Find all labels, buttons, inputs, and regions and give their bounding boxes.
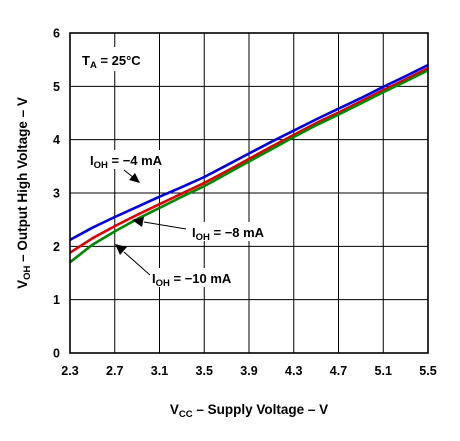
y-tick-label: 2	[53, 240, 60, 254]
condition-label: TA = 25°C	[82, 53, 141, 71]
x-tick-label: 4.7	[330, 364, 347, 378]
series-line-8ma	[69, 67, 429, 254]
x-tick-label: 5.1	[375, 364, 392, 378]
condition-label-rest: = 25°C	[97, 53, 141, 68]
y-tick-labels: 0 1 2 3 4 5 6	[53, 27, 60, 361]
annotation-8ma-sub: OH	[196, 232, 210, 243]
x-tick-label: 2.3	[61, 364, 78, 378]
x-tick-label: 4.3	[285, 364, 302, 378]
annotation-8ma-bg	[188, 222, 272, 241]
y-axis-title-sub: OH	[22, 265, 33, 279]
x-tick-label: 3.5	[196, 364, 213, 378]
series-lines	[69, 63, 429, 264]
y-axis-title-main: V	[15, 280, 30, 289]
y-axis-title-rest: – Output High Voltage – V	[15, 97, 30, 266]
y-tick-label: 0	[53, 347, 60, 361]
annotation-4ma-label: IOH = −4 mA	[90, 153, 163, 171]
condition-box	[72, 47, 150, 71]
y-tick-label: 4	[53, 133, 60, 147]
annotation-8ma-leader	[143, 221, 187, 230]
plot-frame	[69, 32, 429, 354]
x-tick-labels: 2.3 2.7 3.1 3.5 3.9 4.3 4.7 5.1 5.5	[61, 364, 436, 378]
annotation-4ma-arrowhead	[129, 173, 140, 183]
y-axis-title: VOH – Output High Voltage – V	[15, 97, 33, 289]
x-tick-label: 3.1	[151, 364, 168, 378]
annotation-4ma-main: I	[90, 153, 94, 168]
series-line-4ma	[69, 63, 429, 242]
x-axis-title: VCC – Supply Voltage – V	[170, 402, 328, 420]
annotation-4ma-sub: OH	[94, 160, 108, 171]
annotation-8ma-label: IOH = −8 mA	[192, 225, 265, 243]
annotation-10ma-sub: OH	[156, 278, 170, 289]
annotation-10ma-arrowhead	[115, 244, 127, 255]
annotation-10ma-main: I	[152, 271, 156, 286]
x-axis-title-sub: CC	[179, 409, 193, 420]
x-axis-title-main: V	[170, 402, 179, 417]
annotation-10ma-rest: = −10 mA	[170, 271, 232, 286]
annotation-4ma-rest: = −4 mA	[108, 153, 163, 168]
series-line-10ma	[69, 69, 429, 264]
annotation-8ma-main: I	[192, 225, 196, 240]
x-axis-title-rest: – Supply Voltage – V	[193, 402, 329, 417]
x-tick-label: 3.9	[240, 364, 257, 378]
annotation-8ma-arrowhead	[132, 217, 144, 227]
condition-label-main: T	[82, 53, 90, 68]
condition-label-sub: A	[90, 60, 97, 71]
y-tick-label: 1	[53, 293, 60, 307]
x-tick-label: 2.7	[106, 364, 123, 378]
x-tick-label: 5.5	[419, 364, 436, 378]
annotation-4ma-bg	[88, 150, 182, 169]
annotation-10ma-bg	[150, 268, 242, 287]
annotation-8ma-rest: = −8 mA	[210, 225, 265, 240]
y-tick-label: 3	[53, 187, 60, 201]
annotation-10ma-leader	[123, 251, 151, 276]
y-tick-label: 5	[53, 80, 60, 94]
annotation-10ma-label: IOH = −10 mA	[152, 271, 232, 289]
y-tick-label: 6	[53, 27, 60, 41]
